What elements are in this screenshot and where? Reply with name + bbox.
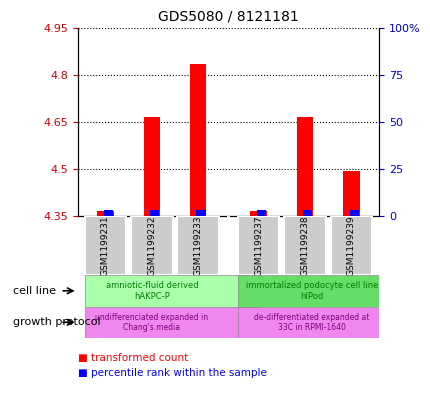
FancyBboxPatch shape (237, 307, 413, 338)
Text: GSM1199238: GSM1199238 (300, 215, 309, 276)
FancyBboxPatch shape (237, 216, 279, 275)
Text: de-differentiated expanded at
33C in RPMI-1640: de-differentiated expanded at 33C in RPM… (254, 312, 369, 332)
FancyBboxPatch shape (330, 216, 372, 275)
Text: undifferenciated expanded in
Chang's media: undifferenciated expanded in Chang's med… (95, 312, 208, 332)
Text: GSM1199237: GSM1199237 (254, 215, 262, 276)
FancyBboxPatch shape (84, 275, 260, 307)
FancyBboxPatch shape (131, 216, 172, 275)
Text: GSM1199231: GSM1199231 (101, 215, 110, 276)
Bar (143, 117, 160, 216)
Bar (103, 210, 113, 216)
Text: amniotic-fluid derived
hAKPC-P: amniotic-fluid derived hAKPC-P (105, 281, 198, 301)
Bar (190, 64, 206, 216)
Text: growth protocol: growth protocol (13, 317, 100, 327)
FancyBboxPatch shape (177, 216, 218, 275)
Text: immortalized podocyte cell line
hIPod: immortalized podocyte cell line hIPod (245, 281, 377, 301)
Text: GSM1199232: GSM1199232 (147, 215, 156, 276)
Bar (343, 171, 359, 216)
FancyBboxPatch shape (84, 307, 260, 338)
Bar (250, 211, 266, 216)
Bar (97, 211, 113, 216)
Bar (302, 210, 312, 216)
Bar (256, 210, 265, 216)
Text: cell line: cell line (13, 286, 56, 296)
Bar (296, 117, 313, 216)
Text: GSM1199239: GSM1199239 (346, 215, 355, 276)
FancyBboxPatch shape (283, 216, 325, 275)
Bar (150, 210, 159, 216)
FancyBboxPatch shape (84, 216, 126, 275)
Title: GDS5080 / 8121181: GDS5080 / 8121181 (158, 9, 298, 24)
Text: ■ percentile rank within the sample: ■ percentile rank within the sample (77, 368, 266, 378)
Bar (196, 210, 205, 216)
Bar (349, 210, 358, 216)
Text: ■ transformed count: ■ transformed count (77, 353, 187, 363)
FancyBboxPatch shape (237, 275, 413, 307)
Text: GSM1199233: GSM1199233 (194, 215, 202, 276)
